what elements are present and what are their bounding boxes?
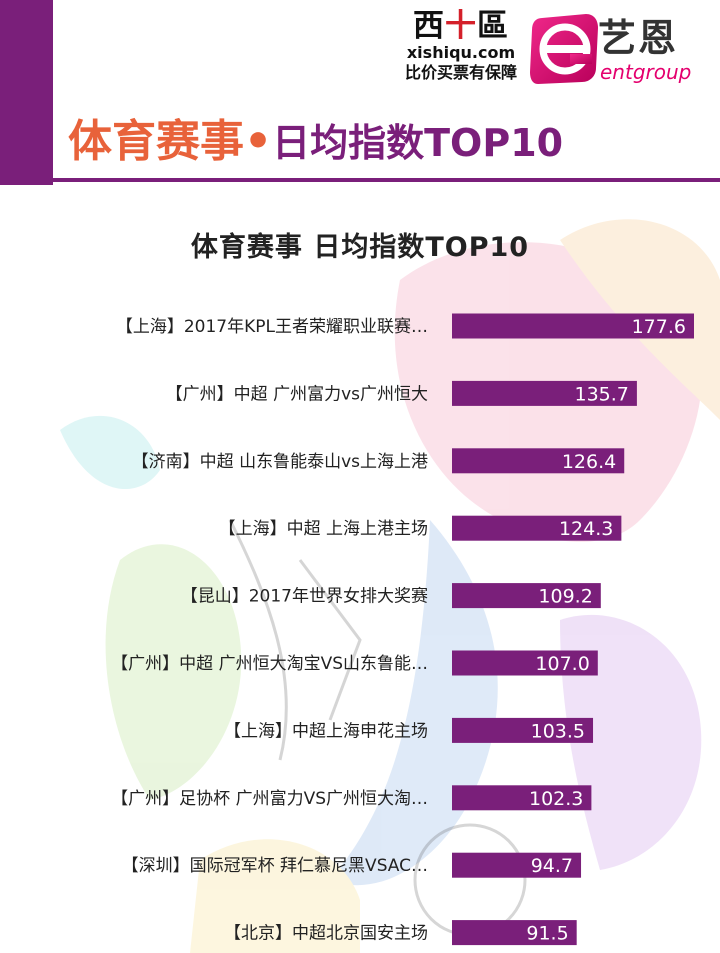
bar <box>452 515 622 541</box>
bar <box>452 650 598 676</box>
category-label: 【昆山】2017年世界女排大奖赛 <box>181 586 428 607</box>
bar <box>452 717 594 743</box>
xishiqu-wordmark: 西十區 <box>413 8 509 44</box>
bar <box>452 448 625 474</box>
bar <box>452 785 592 811</box>
bar <box>452 313 694 339</box>
bar <box>452 920 577 946</box>
value-label: 109.2 <box>538 586 592 608</box>
value-label: 135.7 <box>575 383 629 405</box>
e-badge-icon <box>530 14 598 84</box>
category-label: 【上海】2017年KPL王者荣耀职业联赛… <box>116 316 428 337</box>
page-title-part2: 日均指数TOP10 <box>272 121 564 165</box>
page-title-separator: • <box>244 116 273 167</box>
category-label: 【上海】中超上海申花主场 <box>224 721 428 741</box>
page-title: 体育赛事•日均指数TOP10 <box>68 112 563 181</box>
left-accent-band <box>0 0 53 185</box>
value-label: 91.5 <box>526 923 568 945</box>
category-label: 【深圳】国际冠军杯 拜仁慕尼黑VSAC… <box>122 856 428 876</box>
entgroup-name-cn: 艺恩 <box>598 16 679 60</box>
xishiqu-domain: xishiqu.com <box>406 43 516 62</box>
category-label: 【北京】中超北京国安主场 <box>224 924 428 944</box>
value-label: 177.6 <box>632 316 686 338</box>
header: 西十區 xishiqu.com 比价买票有保障 艺恩 entgroup 体育赛事… <box>0 0 720 190</box>
value-label: 126.4 <box>562 451 616 473</box>
bar <box>452 852 582 878</box>
value-label: 124.3 <box>559 518 613 540</box>
bar <box>452 380 637 406</box>
entgroup-logo: 艺恩 entgroup <box>528 10 718 90</box>
xishiqu-logo: 西十區 xishiqu.com 比价买票有保障 <box>395 8 527 84</box>
page-title-part1: 体育赛事 <box>68 116 244 167</box>
value-label: 102.3 <box>529 788 583 810</box>
value-label: 107.0 <box>535 653 589 675</box>
category-label: 【广州】中超 广州恒大淘宝VS山东鲁能… <box>111 654 428 674</box>
chart-title: 体育赛事 日均指数TOP10 <box>190 232 530 263</box>
header-divider <box>53 178 720 182</box>
xishiqu-slogan: 比价买票有保障 <box>404 63 517 82</box>
category-label: 【广州】足协杯 广州富力VS广州恒大淘… <box>111 789 428 809</box>
value-label: 94.7 <box>531 855 573 877</box>
category-label: 【上海】中超 上海上港主场 <box>219 519 428 539</box>
category-label: 【济南】中超 山东鲁能泰山vs上海上港 <box>132 452 428 472</box>
value-label: 103.5 <box>531 720 585 742</box>
bar <box>452 583 601 609</box>
category-label: 【广州】中超 广州富力vs广州恒大 <box>166 384 428 404</box>
entgroup-name-en: entgroup <box>600 60 692 84</box>
